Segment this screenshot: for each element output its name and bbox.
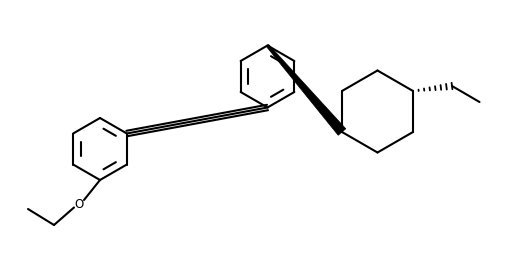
Polygon shape	[266, 44, 346, 135]
Text: O: O	[74, 198, 84, 211]
